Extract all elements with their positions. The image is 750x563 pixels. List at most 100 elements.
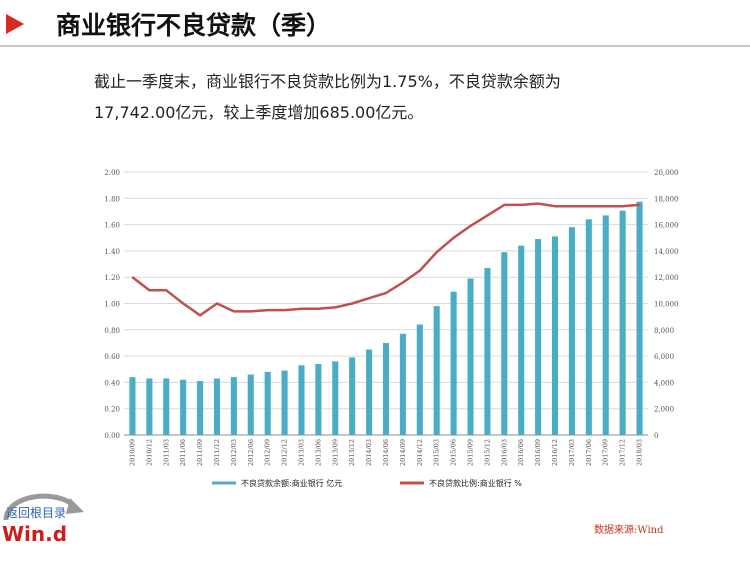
bar [298,365,305,435]
x-tick-label: 2011/12 [213,439,221,466]
bar [484,267,491,435]
curved-arrow-icon [3,493,84,521]
left-tick-label: 0.60 [104,353,120,361]
line-point [216,302,218,305]
chart-legend: 不良贷款余额:商业银行 亿元 不良贷款比例:商业银行 % [212,478,522,488]
right-tick-label: 20,000 [654,169,679,177]
left-tick-label: 0.20 [104,406,120,414]
x-tick-label: 2017/03 [568,439,576,466]
line-point [300,307,303,310]
bar [551,236,559,435]
line-point [131,276,134,278]
x-tick-label: 2016/12 [551,439,559,466]
line-point [588,205,590,207]
x-tick-label: 2014/12 [416,439,424,466]
summary-line-2: 17,742.00亿元，较上季度增加685.00亿元。 [94,103,424,122]
bar [636,201,643,435]
line-point [266,309,269,311]
bar [247,374,254,435]
x-tick-label: 2016/06 [517,439,525,466]
left-tick-label: 1.20 [104,274,120,282]
line-point [554,205,556,207]
right-axis-ticks: 20,000 18,000 16,000 14,000 12,000 10,000 8,00… [654,169,679,440]
bar [129,377,136,435]
x-tick-label: 2011/03 [162,439,170,466]
bar-series [129,201,643,435]
left-axis-ticks: 2.00 1.80 1.60 1.40 1.20 1.00 0.80 0.60 0.40 0.20… [104,169,120,440]
x-tick-label: 2016/03 [500,439,508,466]
x-tick-label: 2017/06 [585,439,593,466]
x-tick-label: 2012/03 [230,439,238,466]
x-axis-labels: 2010/09 2010/12 2011/03 2011/06 2011/09 2011/… [129,439,644,466]
right-tick-label: 0 [654,432,658,440]
npl-chart: 2.00 1.80 1.60 1.40 1.20 1.00 0.80 0.60 0.40 0.20… [104,169,679,488]
line-point [435,251,438,254]
right-tick-label: 10,000 [654,301,679,309]
bar [585,219,592,435]
line-point [148,289,151,292]
left-tick-label: 0.00 [104,432,120,440]
legend-label-line: 不良贷款比例:商业银行 % [429,478,522,488]
x-tick-label: 2015/03 [433,439,441,466]
bar [197,381,204,435]
back-to-root-button[interactable]: 返回根目录 Win.d [0,486,90,556]
x-tick-label: 2010/12 [145,439,153,466]
bar [264,371,271,435]
slide-header: 商业银行不良贷款（季） [0,0,750,50]
line-point [537,202,539,205]
bar [467,278,474,435]
right-tick-label: 16,000 [654,222,679,230]
line-point [469,225,472,227]
bar [518,245,525,435]
line-point [486,214,489,217]
line-point [283,309,286,311]
line-point [317,307,320,310]
x-tick-label: 2011/06 [179,439,187,466]
back-label: 返回根目录 [6,506,67,520]
bar [180,379,187,435]
x-tick-label: 2012/12 [281,439,289,466]
line-point [452,236,455,239]
x-tick-label: 2014/06 [382,439,390,466]
x-tick-label: 2012/06 [247,439,255,466]
x-tick-label: 2013/09 [331,439,339,466]
right-tick-label: 6,000 [654,353,674,361]
left-tick-label: 1.00 [104,301,120,309]
bar [315,363,322,435]
x-tick-label: 2017/12 [619,439,627,466]
right-tick-label: 14,000 [654,248,679,256]
bar [230,377,237,435]
summary-text: 截止一季度末，商业银行不良贷款比例为1.75%，不良贷款余额为 17,742.0… [94,66,694,128]
left-tick-label: 1.40 [104,248,120,256]
x-tick-label: 2010/09 [129,439,137,466]
line-point [233,310,235,313]
bar [450,291,457,435]
line-point [571,205,573,207]
left-tick-label: 2.00 [104,169,120,177]
right-tick-label: 2,000 [654,406,674,414]
bar [433,306,440,435]
bar [501,252,508,435]
left-tick-label: 0.80 [104,327,120,335]
summary-line-1: 截止一季度末，商业银行不良贷款比例为1.75%，不良贷款余额为 [94,72,561,91]
line-point [520,204,523,206]
right-tick-label: 8,000 [654,327,674,335]
x-tick-label: 2018/03 [636,439,644,466]
x-tick-label: 2015/06 [450,439,458,466]
x-tick-label: 2014/09 [399,439,407,466]
line-point [165,289,168,292]
bar [146,378,153,435]
left-tick-label: 1.60 [104,222,120,230]
x-tick-label: 2012/09 [264,439,272,466]
line-point [638,204,641,206]
x-tick-label: 2015/09 [467,439,475,466]
line-point [503,204,506,206]
line-point [368,297,370,300]
bar [163,378,170,435]
x-tick-label: 2013/03 [298,439,306,466]
bar [349,357,356,435]
bar [382,342,390,435]
line-path [131,202,640,317]
legend-label-bar: 不良贷款余额:商业银行 亿元 [241,478,342,488]
line-point [604,205,607,207]
